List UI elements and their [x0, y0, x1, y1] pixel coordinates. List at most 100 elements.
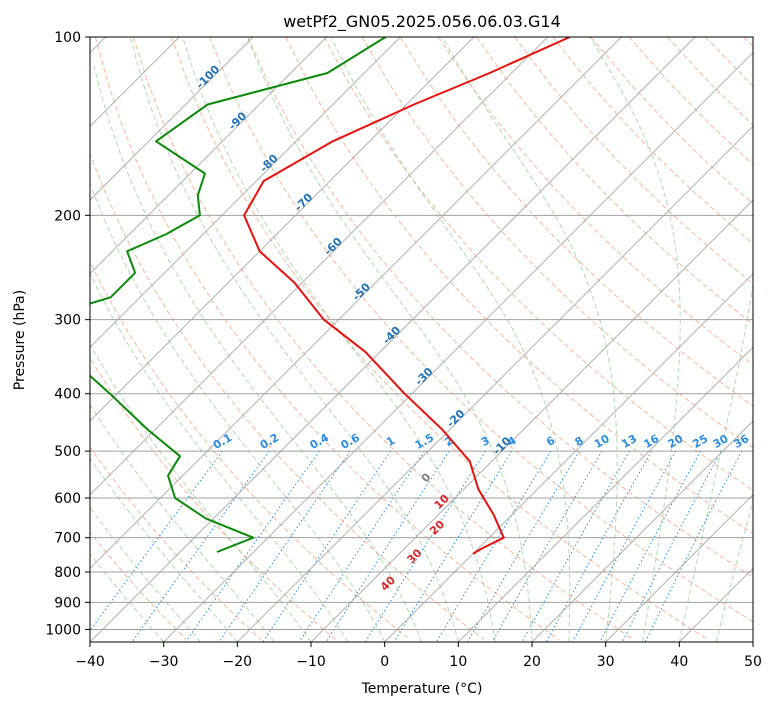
y-tick-label: 600	[54, 491, 81, 507]
mixing-ratio-line	[90, 450, 223, 632]
y-axis-label: Pressure (hPa)	[12, 290, 28, 390]
mixing-ratio-label: 13	[619, 432, 639, 451]
dry-adiabat-line	[361, 37, 753, 449]
sounding-series	[90, 37, 571, 555]
isotherm-line	[90, 37, 475, 422]
isotherm-label: -30	[412, 365, 435, 388]
pressure-gridlines	[90, 37, 753, 630]
dry-adiabat-line	[743, 37, 753, 48]
dry-adiabat-line	[209, 37, 753, 623]
moist-adiabat-line	[90, 181, 386, 642]
x-tick-label: 0	[380, 654, 389, 670]
isotherm-line	[531, 420, 753, 642]
mixing-ratio-line	[545, 450, 653, 642]
isotherm-line	[678, 567, 753, 642]
mixing-ratio-label: 0.1	[211, 431, 234, 452]
dry-adiabat-line	[247, 37, 753, 578]
x-axis-label: Temperature (°C)	[361, 681, 483, 697]
mixing-ratio-label: 1	[384, 434, 397, 449]
x-tick-label: −10	[296, 654, 326, 670]
mixing-ratio-line	[644, 450, 743, 642]
mixing-ratio-label: 0.2	[258, 431, 281, 452]
moist-adiabat-line	[330, 37, 571, 642]
background-lines	[90, 37, 753, 642]
moist-adiabat-line	[678, 281, 753, 642]
mixing-ratio-line	[131, 450, 270, 642]
dry-adiabat-line	[552, 37, 753, 245]
moist-adiabat-line	[182, 37, 496, 642]
mixing-ratio-label: 30	[711, 432, 731, 451]
isotherm-line	[384, 272, 753, 642]
mixing-ratio-line	[521, 450, 630, 642]
mixing-ratio-line	[185, 450, 320, 642]
series-temperature-line	[243, 37, 571, 555]
isotherm-label: -100	[194, 63, 223, 92]
y-tick-label: 300	[54, 313, 81, 329]
mixing-ratio-label: 10	[592, 432, 612, 451]
moist-adiabat-line	[90, 506, 201, 642]
x-tick-label: 10	[449, 654, 467, 670]
moist-adiabat-line	[441, 37, 618, 642]
isotherm-labels: -100-90-80-70-60-50-40-30-20-100.1 0.2 0.4…	[194, 63, 752, 594]
mixing-ratio-label: 0.4	[308, 431, 332, 452]
moist-adiabat-line	[589, 37, 681, 642]
y-axis: 100 200 300 400 500 600 700 800 900 1000	[45, 30, 90, 638]
moist-adiabat-line	[130, 37, 459, 642]
isotherm-line	[90, 37, 401, 349]
x-axis: −40 −30 −20 −10 0 10 20 30 40 50	[75, 642, 762, 670]
mixing-ratio-label: 0.6	[338, 431, 362, 452]
isotherm-line	[310, 199, 753, 642]
moist-adiabat-label: 40	[378, 573, 398, 593]
dry-adiabat-line	[323, 37, 753, 491]
y-tick-label: 800	[54, 565, 81, 581]
x-tick-label: 50	[744, 654, 762, 670]
dry-adiabat-line	[514, 37, 753, 285]
moist-adiabat-label: 30	[405, 546, 425, 566]
moist-adiabat-label: 20	[427, 517, 447, 537]
x-tick-label: −20	[223, 654, 253, 670]
moist-adiabat-line	[247, 37, 533, 642]
dry-adiabat-line	[90, 260, 411, 640]
mixing-ratio-line	[298, 450, 425, 642]
mixing-ratio-line	[435, 450, 552, 642]
mixing-ratio-line	[572, 450, 677, 642]
dry-adiabat-line	[90, 356, 336, 640]
plot-frame	[89, 36, 754, 643]
isotherm-label: -60	[322, 235, 345, 258]
isotherm-line	[90, 37, 696, 642]
mixing-ratio-label: 25	[690, 432, 710, 451]
x-tick-label: −30	[149, 654, 179, 670]
dry-adiabat-line	[90, 152, 485, 640]
series-dewpoint-line	[90, 37, 387, 553]
moist-adiabat-line	[90, 272, 349, 642]
mixing-ratio-line	[491, 450, 603, 642]
dry-adiabat-line	[590, 37, 753, 205]
y-tick-label: 900	[54, 595, 81, 611]
mixing-ratio-label: 16	[641, 432, 661, 451]
isotherm-line	[605, 493, 753, 642]
mixing-ratio-label: 20	[666, 432, 686, 451]
dry-adiabat-line	[704, 37, 753, 87]
dry-adiabat-line	[94, 37, 560, 640]
isotherm-label: -80	[257, 152, 280, 175]
dry-adiabat-line	[476, 37, 753, 325]
moist-adiabat-line	[715, 499, 753, 642]
x-tick-label: 40	[670, 654, 688, 670]
mixing-ratio-line	[262, 450, 392, 642]
x-tick-label: −40	[75, 654, 105, 670]
mixing-ratio-label: 1.5	[413, 431, 436, 452]
mixing-ratio-line	[218, 450, 351, 642]
dry-adiabat-line	[666, 37, 753, 126]
dry-adiabat-line	[399, 37, 753, 407]
mixing-ratio-line	[621, 450, 722, 642]
moist-adiabat-line	[90, 553, 165, 642]
isotherm-line	[90, 37, 254, 201]
y-tick-label: 100	[54, 30, 81, 46]
isotherm-label: -40	[380, 324, 403, 347]
mixing-ratio-label: 3	[479, 434, 492, 449]
isotherm-line	[752, 641, 753, 642]
mixing-ratio-line	[599, 450, 701, 642]
y-tick-label: 400	[54, 387, 81, 403]
moist-adiabat-line	[90, 403, 275, 642]
